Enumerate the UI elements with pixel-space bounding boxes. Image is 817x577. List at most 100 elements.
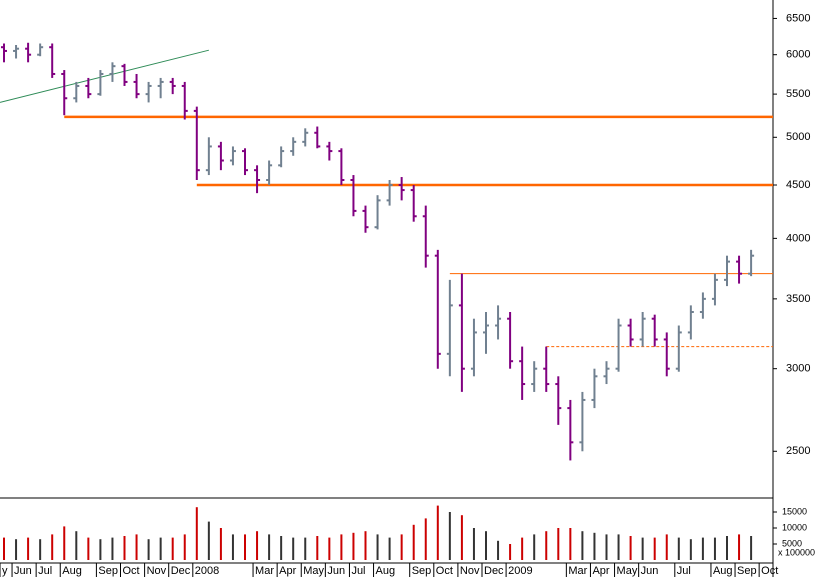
- volume-bar: [27, 537, 30, 560]
- volume-bar: [629, 536, 632, 560]
- volume-bar: [726, 536, 728, 560]
- volume-bar: [448, 512, 451, 560]
- volume-bar: [231, 534, 234, 560]
- volume-bar: [617, 534, 620, 560]
- volume-tick-label: 10000: [782, 522, 807, 532]
- volume-bar: [352, 532, 355, 560]
- volume-bar: [485, 531, 487, 560]
- volume-bar: [87, 537, 90, 560]
- volume-bar: [677, 537, 680, 560]
- volume-bar: [292, 537, 295, 560]
- volume-bar: [400, 534, 403, 560]
- x-tick-label: Jul: [677, 565, 691, 577]
- x-tick-label: Nov: [460, 565, 480, 577]
- volume-bar: [99, 539, 102, 560]
- x-tick-label: Sep: [737, 565, 757, 577]
- y-tick-label: 4500: [786, 179, 810, 191]
- x-tick-label: Sep: [412, 565, 432, 577]
- x-tick-label: Jul: [351, 565, 365, 577]
- volume-bar: [641, 537, 644, 560]
- volume-bar: [316, 536, 319, 560]
- volume-bar: [219, 528, 222, 560]
- x-tick-label: Nov: [147, 565, 167, 577]
- volume-bar: [256, 531, 259, 560]
- y-tick-label: 6500: [786, 12, 810, 24]
- volume-bar: [159, 537, 162, 560]
- volume-bar: [701, 537, 704, 560]
- volume-bar: [328, 537, 331, 560]
- volume-bar: [557, 528, 560, 560]
- volume-tick-label: 15000: [782, 506, 807, 516]
- y-tick-label: 2500: [786, 445, 810, 457]
- y-tick-label: 6000: [786, 49, 810, 61]
- trend-line: [0, 49, 209, 103]
- volume-bar: [364, 531, 367, 560]
- volume-bar: [51, 534, 54, 560]
- x-tick-label: Aug: [62, 565, 82, 577]
- volume-bar: [521, 537, 524, 560]
- volume-bar: [3, 537, 5, 560]
- y-tick-label: 3000: [786, 363, 810, 375]
- x-tick-label: Oct: [436, 565, 453, 577]
- volume-bar: [183, 534, 186, 560]
- volume-bar: [581, 531, 584, 560]
- volume-bar: [424, 518, 427, 560]
- volume-bar: [436, 505, 439, 560]
- x-tick-label: Jul: [38, 565, 52, 577]
- y-tick-label: 4000: [786, 232, 810, 244]
- volume-bar: [593, 532, 596, 560]
- y-tick-label: 3500: [786, 293, 810, 305]
- volume-bar: [268, 534, 271, 560]
- volume-bar: [497, 540, 500, 560]
- volume-bar: [111, 537, 114, 560]
- volume-bar: [509, 544, 512, 560]
- volume-unit: x 100000: [778, 547, 815, 557]
- x-tick-label: Dec: [484, 565, 504, 577]
- volume-bar: [63, 526, 66, 560]
- volume-bar: [713, 537, 716, 560]
- volume-bar: [545, 531, 548, 560]
- x-tick-label: May: [303, 565, 324, 577]
- volume-bar: [207, 521, 210, 560]
- x-tick-label: 2009: [508, 565, 532, 577]
- x-tick-label: Jun: [327, 565, 345, 577]
- volume-bar: [388, 537, 391, 560]
- volume-bar: [605, 534, 608, 560]
- volume-bar: [135, 534, 138, 560]
- volume-bar: [147, 539, 150, 560]
- x-tick-label: May: [617, 565, 638, 577]
- x-tick-label: Mar: [255, 565, 274, 577]
- volume-bar: [123, 536, 126, 560]
- volume-bar: [304, 537, 307, 560]
- volume-bar: [39, 539, 42, 560]
- x-tick-label: Apr: [279, 565, 296, 577]
- volume-bar: [171, 537, 174, 560]
- x-tick-label: Sep: [98, 565, 118, 577]
- volume-bar: [340, 534, 343, 560]
- y-tick-label: 5000: [786, 131, 810, 143]
- volume-bar: [653, 537, 656, 560]
- x-tick-label: Oct: [123, 565, 140, 577]
- y-tick-label: 5500: [786, 88, 810, 100]
- x-tick-label: y: [2, 565, 8, 577]
- volume-bar: [569, 528, 572, 560]
- x-tick-label: Aug: [713, 565, 733, 577]
- volume-bar: [376, 534, 379, 560]
- volume-bar: [195, 507, 198, 560]
- x-tick-label: Jun: [641, 565, 659, 577]
- volume-bar: [280, 536, 283, 560]
- volume-bar: [689, 539, 692, 560]
- x-tick-label: Apr: [592, 565, 609, 577]
- volume-bar: [15, 539, 18, 560]
- volume-bar: [750, 536, 753, 560]
- volume-bar: [412, 524, 415, 560]
- x-tick-label: 2008: [195, 565, 219, 577]
- volume-bar: [665, 534, 668, 560]
- x-tick-label: Dec: [171, 565, 191, 577]
- x-tick-label: Jun: [14, 565, 32, 577]
- volume-bar: [472, 528, 475, 560]
- volume-bar: [460, 515, 463, 560]
- volume-bar: [738, 534, 741, 560]
